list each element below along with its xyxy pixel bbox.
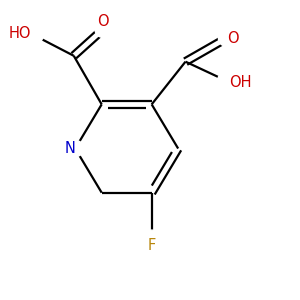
Text: N: N [64, 141, 75, 156]
Text: F: F [148, 238, 156, 253]
Circle shape [217, 70, 242, 94]
Circle shape [67, 140, 83, 157]
Text: OH: OH [230, 75, 252, 90]
Circle shape [218, 30, 235, 46]
Text: O: O [97, 14, 109, 29]
Circle shape [95, 21, 111, 38]
Text: HO: HO [9, 26, 31, 41]
Text: O: O [227, 31, 238, 46]
Circle shape [19, 21, 44, 46]
Circle shape [143, 230, 160, 247]
